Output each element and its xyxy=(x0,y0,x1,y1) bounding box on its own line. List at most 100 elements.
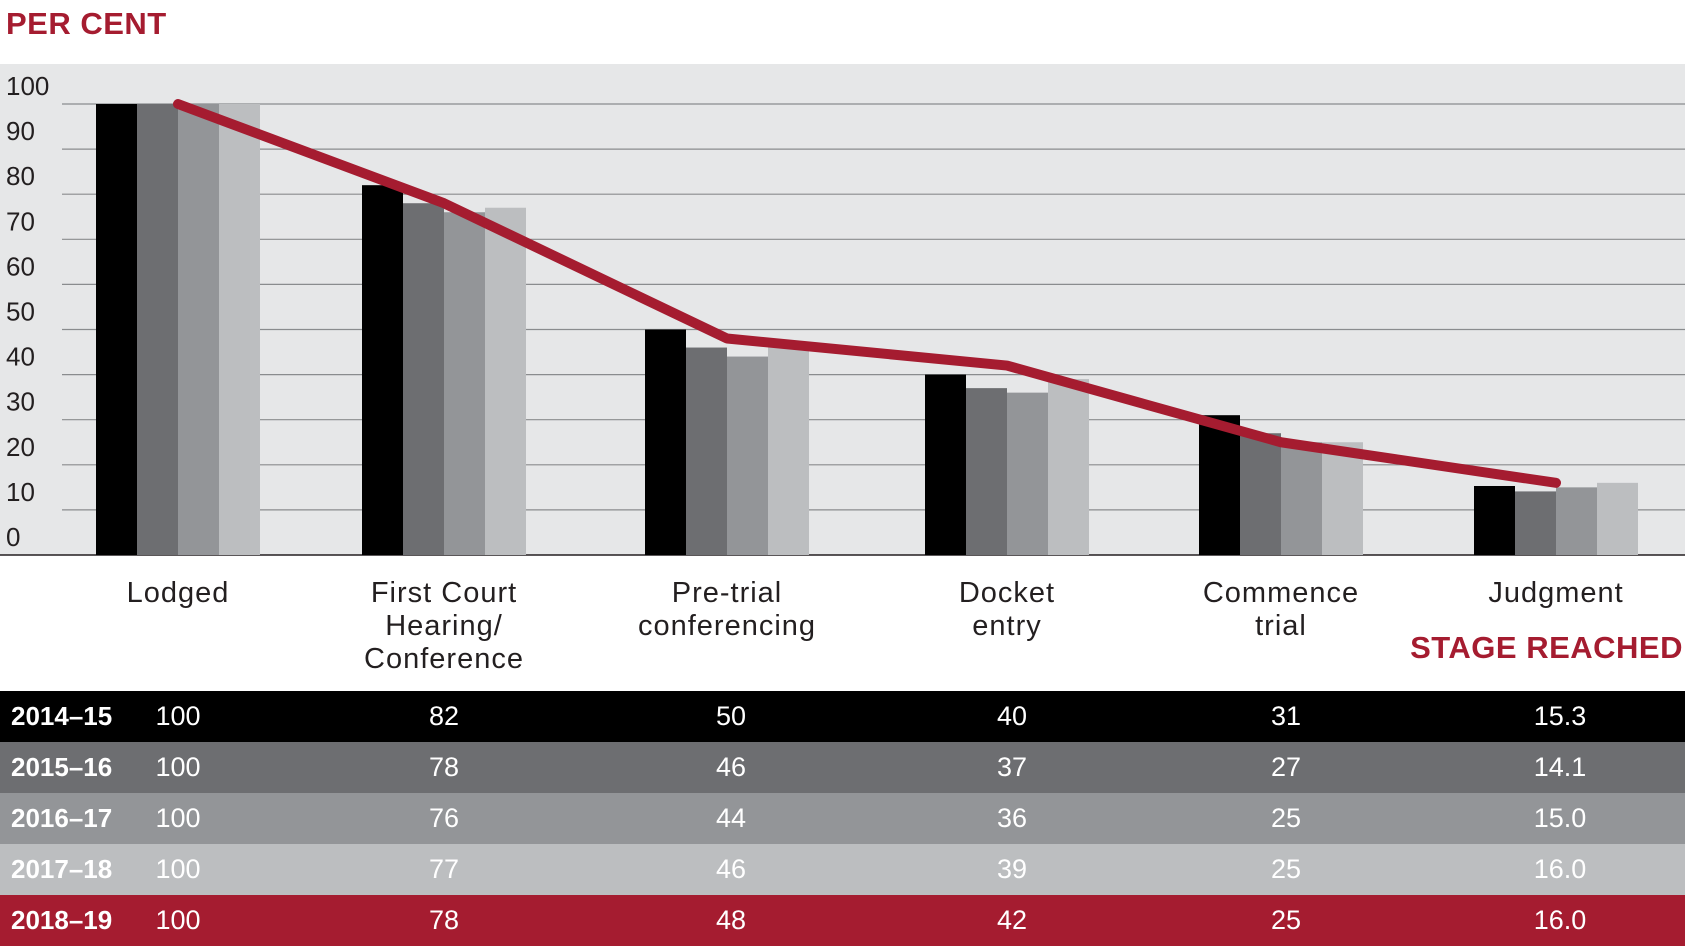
x-category-line: First Court xyxy=(371,577,517,609)
x-category-line: Lodged xyxy=(127,577,230,609)
bar-201415-3 xyxy=(925,374,966,555)
bar-201718-0 xyxy=(219,104,260,555)
table-cell: 100 xyxy=(155,701,201,731)
y-tick-label: 0 xyxy=(6,522,20,552)
bar-201415-1 xyxy=(362,185,403,555)
bar-201415-0 xyxy=(96,104,137,555)
bar-201617-3 xyxy=(1007,392,1048,555)
bar-201718-3 xyxy=(1048,379,1089,555)
y-tick-label: 60 xyxy=(6,251,35,281)
table-cell: 46 xyxy=(715,752,747,782)
bar-201516-4 xyxy=(1240,433,1281,555)
y-tick-label: 10 xyxy=(6,477,35,507)
table-cell: 77 xyxy=(428,854,460,884)
table-row: 2016–17 100 76 44 36 25 15.0 xyxy=(0,793,1685,844)
y-axis-title: PER CENT xyxy=(6,6,167,41)
table-cell: 15.3 xyxy=(1533,701,1587,731)
bar-201516-1 xyxy=(403,203,444,555)
table-cell: 36 xyxy=(996,803,1028,833)
x-category-label: Docket entry xyxy=(959,577,1055,642)
table-cell: 78 xyxy=(428,905,460,935)
table-cell: 15.0 xyxy=(1533,803,1587,833)
table-cell: 44 xyxy=(715,803,747,833)
table-cell: 100 xyxy=(155,854,201,884)
table-row-year: 2018–19 xyxy=(11,905,113,935)
x-category-line: Pre-trial xyxy=(672,577,783,609)
table-row: 2014–15 100 82 50 40 31 15.3 xyxy=(0,691,1685,742)
table-cell: 39 xyxy=(996,854,1028,884)
x-category-line: Judgment xyxy=(1488,577,1623,609)
table-row: 2017–18 100 77 46 39 25 16.0 xyxy=(0,844,1685,895)
bar-201617-1 xyxy=(444,212,485,556)
y-tick-label: 20 xyxy=(6,432,35,462)
bar-201718-5 xyxy=(1597,482,1638,555)
bar-201516-5 xyxy=(1515,491,1556,555)
table-cell: 37 xyxy=(996,752,1028,782)
table-row-year: 2017–18 xyxy=(11,854,113,884)
line-point-1 xyxy=(443,202,445,205)
line-point-5 xyxy=(1555,481,1557,484)
bar-201415-2 xyxy=(645,329,686,555)
bar-201516-3 xyxy=(966,388,1007,555)
bar-201617-4 xyxy=(1281,442,1322,555)
bar-201415-5 xyxy=(1474,485,1515,555)
x-category-line: trial xyxy=(1255,610,1307,642)
bar-201718-2 xyxy=(768,347,809,555)
table-row-year: 2015–16 xyxy=(11,752,113,782)
y-tick-label: 80 xyxy=(6,161,35,191)
y-tick-label: 40 xyxy=(6,342,35,372)
x-category-line: Conference xyxy=(364,643,524,675)
series-line-201819 xyxy=(173,99,1561,488)
bar-201516-2 xyxy=(686,347,727,555)
table-cell: 48 xyxy=(715,905,747,935)
y-tick-label: 30 xyxy=(6,387,35,417)
table-row: 2015–16 100 78 46 37 27 14.1 xyxy=(0,742,1685,793)
x-axis-title: STAGE REACHED xyxy=(1410,630,1683,665)
line-point-3 xyxy=(1006,364,1008,367)
data-table: 2014–15 100 82 50 40 31 15.3 2015–16 100 78 46 37 27… xyxy=(0,691,1685,946)
bar-201415-4 xyxy=(1199,415,1240,555)
chart: 0 10 20 30 40 50 60 70 80 90 100 Lodged First Court… xyxy=(0,64,1685,675)
line-point-4 xyxy=(1280,441,1282,444)
table-cell: 82 xyxy=(428,701,460,731)
x-category-line: conferencing xyxy=(638,610,816,642)
table-cell: 25 xyxy=(1270,854,1302,884)
table-cell: 78 xyxy=(428,752,460,782)
table-cell: 25 xyxy=(1270,803,1302,833)
y-tick-label: 50 xyxy=(6,297,35,327)
bar-201718-1 xyxy=(485,207,526,556)
x-category-label: Commence trial xyxy=(1203,577,1359,642)
x-category-label: Pre-trial conferencing xyxy=(638,577,816,642)
x-category-label: Judgment xyxy=(1488,577,1623,609)
table-cell: 42 xyxy=(996,905,1028,935)
x-category-line: entry xyxy=(972,610,1041,642)
bar-201516-0 xyxy=(137,104,178,555)
table-cell: 46 xyxy=(715,854,747,884)
line-point-2 xyxy=(726,337,728,340)
bar-201718-4 xyxy=(1322,442,1363,555)
table-row-year: 2014–15 xyxy=(11,701,113,731)
x-category-label: Lodged xyxy=(127,577,230,609)
table-cell: 50 xyxy=(715,701,747,731)
table-cell: 100 xyxy=(155,803,201,833)
table-cell: 27 xyxy=(1270,752,1302,782)
table-cell: 76 xyxy=(428,803,460,833)
table-cell: 100 xyxy=(155,752,201,782)
table-cell: 14.1 xyxy=(1533,752,1587,782)
table-cell: 31 xyxy=(1270,701,1302,731)
y-tick-label: 70 xyxy=(6,206,35,236)
table-cell: 16.0 xyxy=(1533,905,1587,935)
table-cell: 16.0 xyxy=(1533,854,1587,884)
x-category-line: Hearing/ xyxy=(385,610,503,642)
y-tick-label: 100 xyxy=(6,71,49,101)
bar-201617-0 xyxy=(178,104,219,555)
table-cell: 25 xyxy=(1270,905,1302,935)
table-cell: 40 xyxy=(996,701,1028,731)
table-cell: 100 xyxy=(155,905,201,935)
x-category-label: First Court Hearing/Conference xyxy=(364,577,524,675)
x-category-line: Docket xyxy=(959,577,1055,609)
line-point-0 xyxy=(177,103,179,105)
table-row: 2018–19 100 78 48 42 25 16.0 xyxy=(0,895,1685,946)
y-tick-label: 90 xyxy=(6,116,35,146)
bar-201617-2 xyxy=(727,356,768,555)
